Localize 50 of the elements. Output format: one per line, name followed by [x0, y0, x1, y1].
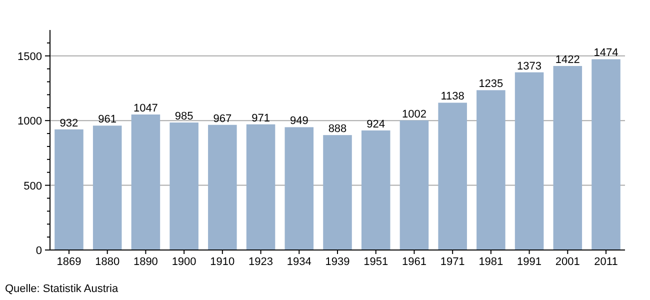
bar — [476, 90, 506, 250]
x-tick-label: 1951 — [364, 256, 388, 268]
bar — [131, 114, 160, 250]
bar — [323, 135, 352, 250]
bar — [514, 72, 544, 250]
data-label: 888 — [328, 123, 347, 136]
source-note: Quelle: Statistik Austria — [5, 283, 119, 295]
x-tick-label: 1981 — [478, 256, 504, 268]
y-tick-label: 0 — [36, 245, 42, 257]
data-label: 967 — [213, 112, 232, 125]
x-tick-label: 1939 — [325, 256, 350, 268]
data-label: 961 — [98, 114, 117, 126]
data-label: 1138 — [440, 90, 464, 103]
data-label: 985 — [174, 110, 194, 123]
x-tick-label: 1971 — [440, 256, 465, 268]
data-label: 1474 — [594, 47, 618, 60]
x-tick-label: 1923 — [248, 256, 274, 268]
bar — [592, 59, 620, 250]
bar — [438, 102, 467, 250]
data-label: 932 — [60, 117, 78, 130]
x-tick-label: 1934 — [286, 256, 312, 268]
x-tick-label: 2001 — [555, 256, 580, 268]
bar — [92, 126, 122, 250]
bar — [54, 129, 84, 250]
x-tick-label: 1961 — [402, 256, 426, 268]
data-label: 1002 — [402, 108, 426, 120]
bar — [284, 127, 314, 250]
y-tick-label: 500 — [24, 180, 42, 192]
bar — [361, 130, 390, 250]
y-tick-label: 1000 — [18, 116, 42, 128]
bar — [170, 122, 198, 250]
x-tick-label: 1900 — [172, 256, 196, 268]
data-label: 924 — [366, 118, 386, 130]
bar — [246, 124, 276, 250]
data-label: 949 — [290, 115, 308, 128]
x-tick-label: 1910 — [210, 256, 235, 268]
bar — [553, 66, 582, 250]
x-tick-label: 2011 — [594, 256, 618, 268]
y-tick-label: 1500 — [18, 50, 42, 63]
data-label: 1422 — [555, 54, 580, 66]
x-tick-label: 1880 — [95, 256, 120, 268]
data-label: 1047 — [133, 102, 158, 115]
data-label: 971 — [252, 112, 270, 124]
x-tick-label: 1869 — [56, 256, 82, 268]
bar — [208, 124, 237, 250]
data-label: 1373 — [517, 60, 542, 72]
bar — [400, 120, 429, 250]
x-tick-label: 1890 — [133, 256, 158, 268]
data-label: 1235 — [478, 78, 504, 90]
x-tick-label: 1991 — [517, 256, 542, 268]
